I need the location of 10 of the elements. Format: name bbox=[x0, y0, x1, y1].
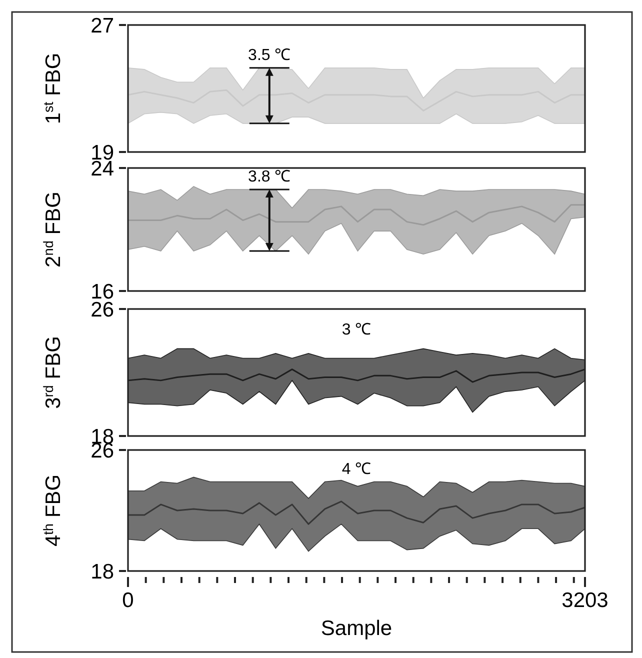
x-axis-title: Sample bbox=[320, 617, 392, 640]
x-tick-label: 0 bbox=[122, 589, 134, 612]
annotation: 3.8 ℃ bbox=[248, 168, 291, 186]
y-tick-label: 27 bbox=[90, 14, 114, 38]
y-tick-label: 26 bbox=[90, 298, 114, 322]
x-tick-label: 3203 bbox=[562, 589, 608, 612]
annotation: 3.5 ℃ bbox=[248, 46, 291, 64]
annotation: 4 ℃ bbox=[342, 461, 372, 478]
annotation: 3 ℃ bbox=[342, 321, 372, 338]
y-tick-label: 18 bbox=[90, 560, 114, 584]
